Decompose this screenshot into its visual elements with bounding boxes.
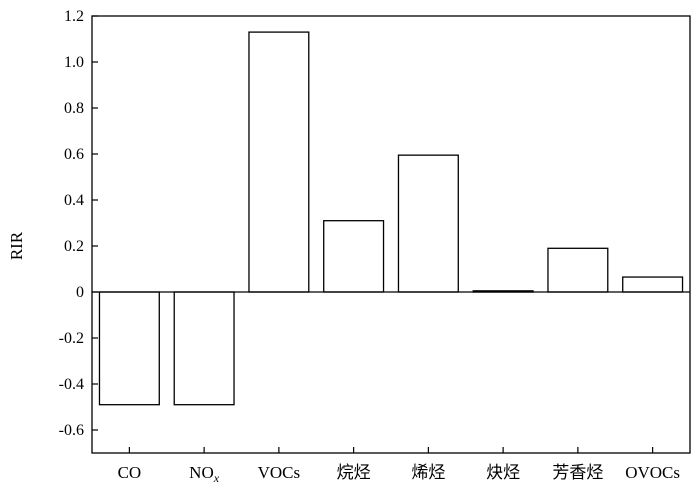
x-tick-label: 烷烃 [337,463,371,482]
bar-烯烃 [397,154,459,293]
y-tick-label: 0.8 [64,100,84,117]
x-tick-label: 炔烃 [486,463,520,482]
x-tick-label: NOx [189,463,220,485]
x-tick-label: 烯烃 [411,463,445,482]
bar-vocs [248,31,310,293]
x-tick-label: CO [118,463,142,482]
x-tick-label: OVOCs [625,463,680,482]
y-tick-label: -0.2 [59,330,84,347]
y-tick-label: 1.2 [64,8,84,25]
y-tick-label: -0.4 [59,376,84,393]
y-tick-label: -0.6 [59,422,84,439]
plot-frame [91,15,691,454]
bar-烷烃 [323,220,385,293]
x-tick-label: 芳香烃 [552,463,603,482]
y-tick-label: 0.2 [64,238,84,255]
y-tick-label: 0 [76,284,84,301]
bar-ovocs [622,276,684,293]
bar-nox [173,291,235,406]
y-tick-label: 0.6 [64,146,84,163]
x-tick-label: VOCs [258,463,301,482]
bar-芳香烃 [547,247,609,293]
plot-area: 1.2 1.0 0.8 0.6 0.4 0.2 0 -0.2 -0.4 -0.6 CO NOx VOCs… [59,8,691,485]
y-tick-label: 1.0 [64,54,84,71]
y-tick-label: 0.4 [64,192,84,209]
y-axis-label: RIR [7,231,26,260]
bar-co [98,291,160,406]
